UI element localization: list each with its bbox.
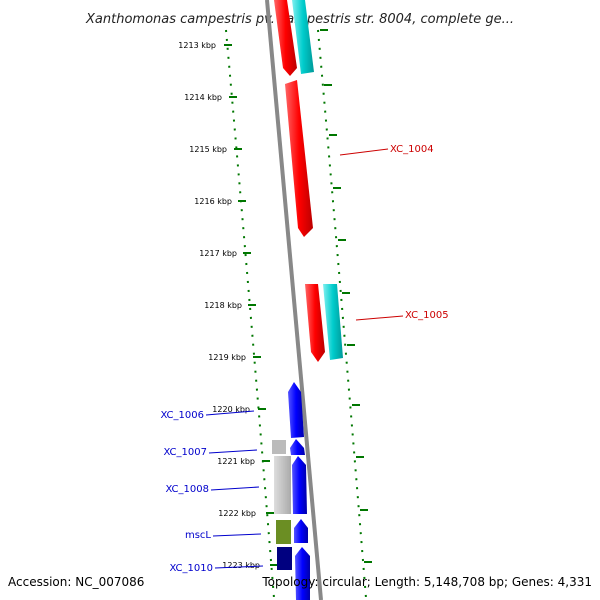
gene-callouts: XC_1004 XC_1005 XC_1006 XC_1007 XC_1008 … bbox=[160, 144, 448, 574]
reverse-features bbox=[272, 382, 310, 600]
cds-feature[interactable] bbox=[290, 439, 305, 455]
accession-text: Accession: NC_007086 bbox=[8, 575, 144, 589]
gene-label-xc-1008[interactable]: XC_1008 bbox=[165, 484, 209, 495]
tick-label: 1216 kbp bbox=[194, 197, 232, 206]
forward-features bbox=[274, 0, 343, 362]
tick-label: 1218 kbp bbox=[204, 301, 242, 310]
gene-label-xc-1007[interactable]: XC_1007 bbox=[163, 447, 207, 458]
genome-info-text: Topology: circular; Length: 5,148,708 bp… bbox=[261, 575, 592, 589]
cds-feature[interactable] bbox=[274, 0, 297, 76]
cds-feature[interactable] bbox=[288, 382, 304, 438]
cds-feature[interactable] bbox=[285, 80, 313, 237]
tick-track-inner bbox=[317, 29, 367, 599]
gene-label-xc-1006[interactable]: XC_1006 bbox=[160, 410, 204, 421]
rna-feature[interactable] bbox=[292, 0, 314, 74]
gene-label-xc-1005[interactable]: XC_1005 bbox=[405, 310, 449, 321]
gene-label-mscl[interactable]: mscL bbox=[185, 530, 211, 541]
tick-labels: 1213 kbp 1214 kbp 1215 kbp 1216 kbp 1217… bbox=[178, 41, 260, 570]
tick-label: 1215 kbp bbox=[189, 145, 227, 154]
cds-feature[interactable] bbox=[292, 456, 307, 514]
cds-feature[interactable] bbox=[295, 547, 310, 600]
tick-label: 1223 kbp bbox=[222, 561, 260, 570]
tick-track-outer bbox=[225, 29, 275, 599]
olive-feature[interactable] bbox=[276, 520, 291, 544]
genome-backbone bbox=[265, 0, 323, 600]
gene-label-xc-1004[interactable]: XC_1004 bbox=[390, 144, 434, 155]
tick-label: 1221 kbp bbox=[217, 457, 255, 466]
gray-feature[interactable] bbox=[272, 440, 286, 454]
cds-feature[interactable] bbox=[294, 519, 308, 543]
rna-feature[interactable] bbox=[323, 284, 343, 360]
cds-feature[interactable] bbox=[305, 284, 325, 362]
major-ticks bbox=[224, 29, 372, 566]
gene-label-xc-1010[interactable]: XC_1010 bbox=[169, 563, 213, 574]
tick-label: 1213 kbp bbox=[178, 41, 216, 50]
gray-feature[interactable] bbox=[274, 456, 291, 514]
tick-label: 1214 kbp bbox=[184, 93, 222, 102]
tick-label: 1217 kbp bbox=[199, 249, 237, 258]
tick-label: 1219 kbp bbox=[208, 353, 246, 362]
tick-label: 1222 kbp bbox=[218, 509, 256, 518]
navy-feature[interactable] bbox=[277, 547, 292, 570]
tick-label: 1220 kbp bbox=[212, 405, 250, 414]
